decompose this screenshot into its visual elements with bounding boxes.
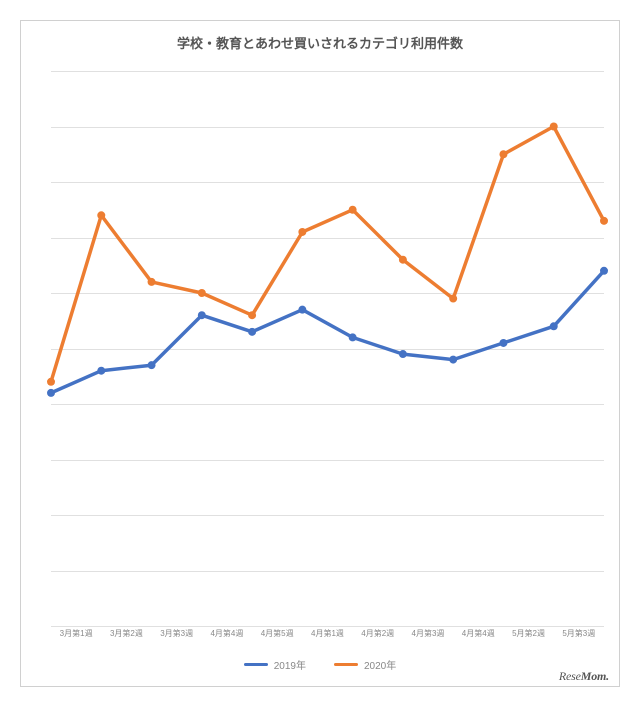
series-marker xyxy=(499,339,507,347)
watermark: ReseMom. xyxy=(559,669,609,684)
plot-area xyxy=(51,71,604,626)
x-tick-label: 3月第2週 xyxy=(101,628,151,646)
series-marker xyxy=(47,378,55,386)
series-marker xyxy=(298,228,306,236)
series-marker xyxy=(97,367,105,375)
x-tick-label: 5月第3週 xyxy=(554,628,604,646)
legend-label: 2020年 xyxy=(364,657,396,672)
x-tick-label: 3月第3週 xyxy=(152,628,202,646)
series-marker xyxy=(198,311,206,319)
series-marker xyxy=(399,256,407,264)
series-marker xyxy=(499,150,507,158)
series-marker xyxy=(248,311,256,319)
legend-swatch xyxy=(334,663,358,666)
series-line xyxy=(51,271,604,393)
x-tick-label: 5月第2週 xyxy=(503,628,553,646)
series-marker xyxy=(550,123,558,131)
series-marker xyxy=(148,278,156,286)
x-tick-label: 4月第1週 xyxy=(302,628,352,646)
series-marker xyxy=(600,267,608,275)
series-marker xyxy=(47,389,55,397)
series-marker xyxy=(399,350,407,358)
x-tick-label: 4月第4週 xyxy=(453,628,503,646)
legend-item: 2019年 xyxy=(244,657,306,672)
series-line xyxy=(51,127,604,382)
legend: 2019年 2020年 xyxy=(21,657,619,672)
legend-label: 2019年 xyxy=(274,657,306,672)
x-axis: 3月第1週3月第2週3月第3週4月第4週4月第5週4月第1週4月第2週4月第3週… xyxy=(51,628,604,646)
series-marker xyxy=(349,206,357,214)
x-tick-label: 3月第1週 xyxy=(51,628,101,646)
chart-title: 学校・教育とあわせ買いされるカテゴリ利用件数 xyxy=(21,33,619,52)
series-marker xyxy=(298,306,306,314)
series-marker xyxy=(349,333,357,341)
series-marker xyxy=(550,322,558,330)
grid-line xyxy=(51,626,604,627)
x-tick-label: 4月第4週 xyxy=(202,628,252,646)
series-marker xyxy=(148,361,156,369)
series-marker xyxy=(449,356,457,364)
series-marker xyxy=(600,217,608,225)
x-tick-label: 4月第3週 xyxy=(403,628,453,646)
watermark-suffix: Mom. xyxy=(581,669,609,683)
legend-swatch xyxy=(244,663,268,666)
watermark-prefix: Rese xyxy=(559,669,581,683)
legend-item: 2020年 xyxy=(334,657,396,672)
series-marker xyxy=(198,289,206,297)
chart-container: 学校・教育とあわせ買いされるカテゴリ利用件数 3月第1週3月第2週3月第3週4月… xyxy=(20,20,620,687)
x-tick-label: 4月第2週 xyxy=(353,628,403,646)
series-marker xyxy=(248,328,256,336)
line-layer xyxy=(51,71,604,626)
series-marker xyxy=(97,211,105,219)
x-tick-label: 4月第5週 xyxy=(252,628,302,646)
series-marker xyxy=(449,295,457,303)
